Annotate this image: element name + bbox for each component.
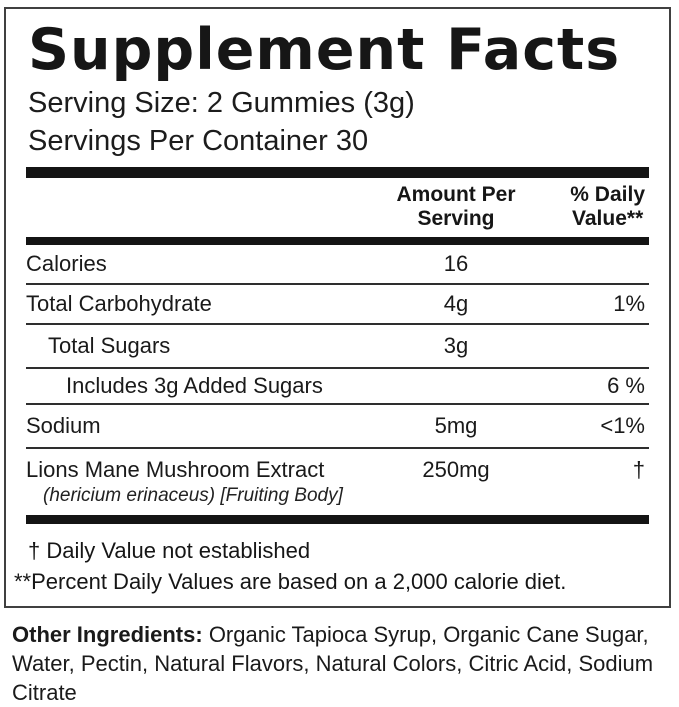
nutrient-name: Total Sugars — [48, 333, 171, 358]
table-row-calories: Calories 16 — [26, 245, 649, 285]
footnote-percent-dv: **Percent Daily Values are based on a 2,… — [14, 569, 567, 594]
nutrient-species-note: (hericium erinaceus) [Fruiting Body] — [43, 485, 343, 506]
table-row-total-carbohydrate: Total Carbohydrate 4g 1% — [26, 285, 649, 325]
daily-value-header: % Daily Value** — [531, 183, 649, 231]
nutrient-name: Includes 3g Added Sugars — [66, 373, 323, 398]
thick-divider-top — [26, 167, 649, 178]
other-ingredients-text1: Organic Tapioca Syrup, Organic Cane Suga… — [208, 622, 649, 647]
table-row-lions-mane: Lions Mane Mushroom Extract (hericium er… — [26, 449, 649, 515]
other-ingredients-line1: Other Ingredients: Organic Tapioca Syrup… — [12, 620, 668, 649]
nutrient-name-group: Lions Mane Mushroom Extract (hericium er… — [26, 457, 381, 509]
amount-header-line2: Serving — [417, 207, 495, 230]
nutrient-name: Calories — [26, 251, 107, 276]
nutrient-amount: 5mg — [434, 413, 478, 438]
thick-divider-header — [26, 237, 649, 245]
nutrient-name: Lions Mane Mushroom Extract — [26, 457, 325, 482]
nutrient-amount: 16 — [443, 251, 469, 276]
dv-header-line1: % Daily — [570, 183, 645, 206]
other-ingredients-line2: Water, Pectin, Natural Flavors, Natural … — [12, 651, 654, 705]
other-ingredients: Other Ingredients: Organic Tapioca Syrup… — [12, 620, 668, 707]
footnote-daily-value: † Daily Value not established — [28, 538, 311, 563]
amount-header-line1: Amount Per — [396, 183, 516, 206]
nutrient-dv-dagger: † — [632, 457, 645, 482]
amount-per-serving-header: Amount Per Serving — [381, 183, 531, 231]
table-header-row: Amount Per Serving % Daily Value** — [26, 178, 649, 237]
table-row-total-sugars: Total Sugars 3g — [26, 325, 649, 369]
nutrient-dv: 6 % — [607, 373, 645, 398]
nutrient-amount: 250mg — [422, 457, 490, 482]
serving-size-text: Serving Size: 2 Gummies (3g) — [28, 87, 415, 119]
nutrient-name: Total Carbohydrate — [26, 291, 212, 316]
thick-divider-bottom — [26, 515, 649, 524]
other-ingredients-heading: Other Ingredients: — [12, 622, 203, 647]
nutrient-dv: <1% — [600, 413, 645, 438]
nutrient-amount: 4g — [443, 291, 469, 316]
supplement-facts-panel: Supplement Facts Serving Size: 2 Gummies… — [4, 7, 671, 608]
footnotes: † Daily Value not established **Percent … — [14, 537, 649, 598]
table-row-added-sugars: Includes 3g Added Sugars 6 % — [26, 369, 649, 405]
table-row-sodium: Sodium 5mg <1% — [26, 405, 649, 449]
nutrient-dv: 1% — [613, 291, 645, 316]
nutrient-name: Sodium — [26, 413, 101, 438]
dv-header-line2: Value** — [572, 207, 644, 230]
servings-per-container-text: Servings Per Container 30 — [28, 125, 369, 157]
panel-title: Supplement Facts — [28, 17, 621, 83]
nutrient-amount: 3g — [443, 333, 469, 358]
daily-value-header-lines: % Daily Value** — [570, 183, 645, 231]
